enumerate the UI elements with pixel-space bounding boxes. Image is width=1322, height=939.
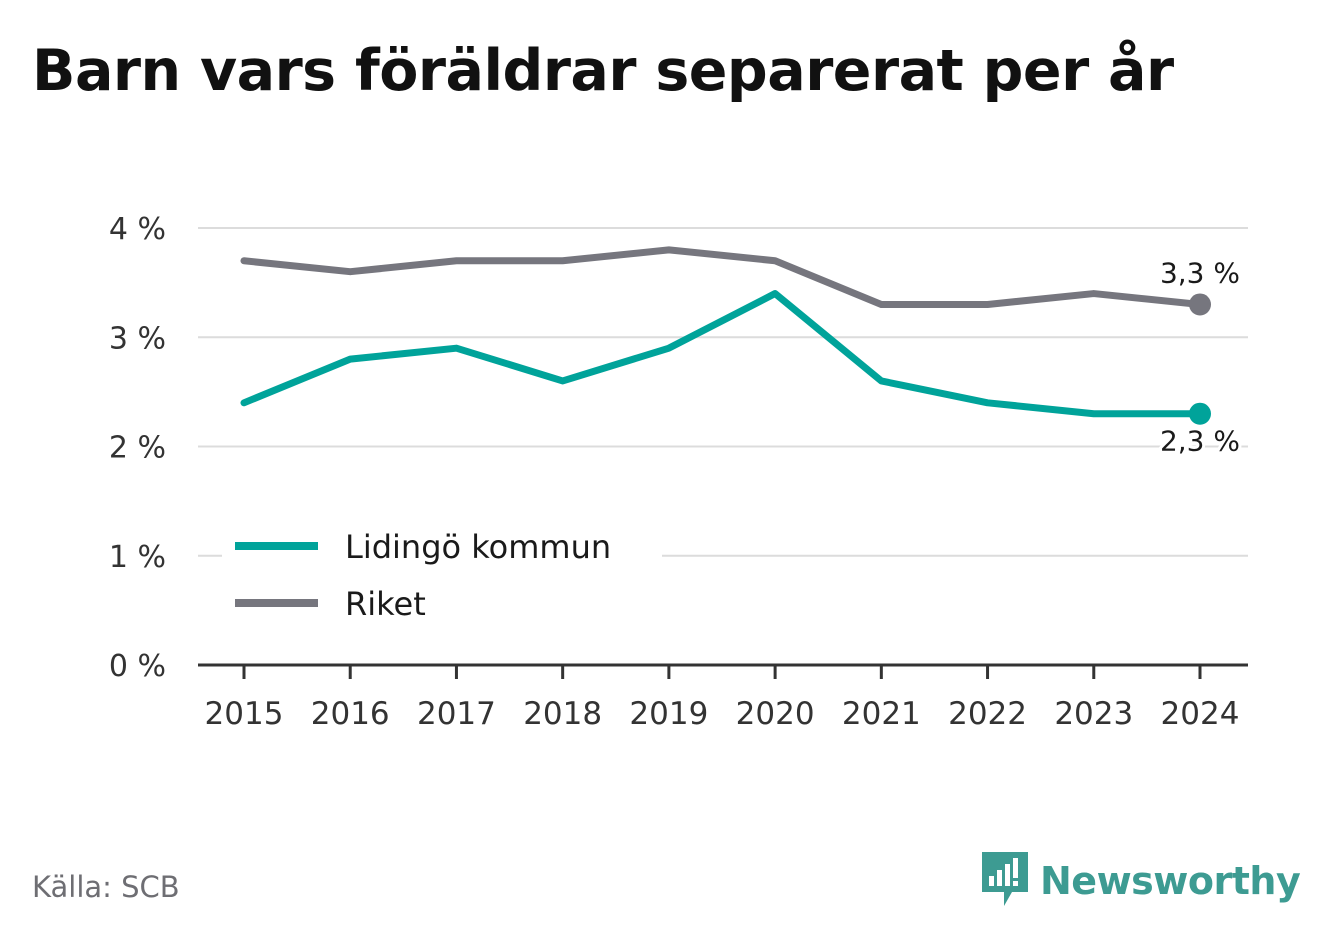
series-line	[240, 246, 1204, 308]
legend-label: Riket	[345, 585, 426, 623]
y-tick-label: 0 %	[109, 649, 166, 684]
y-tick-label: 4 %	[109, 212, 166, 247]
x-tick-label: 2019	[629, 696, 708, 732]
x-tick-label: 2018	[523, 696, 602, 732]
legend: Lidingö kommun Riket	[222, 520, 662, 635]
series-lines: 3,3 % 2,3 %	[240, 246, 1243, 461]
chart-title: Barn vars föräldrar separerat per år	[32, 38, 1174, 104]
y-axis-tick-labels: 0 % 1 % 2 % 3 % 4 %	[109, 212, 166, 684]
end-value-label: 3,3 %	[1160, 256, 1240, 289]
x-tick-label: 2022	[948, 696, 1027, 732]
y-tick-label: 1 %	[109, 540, 166, 575]
legend-label: Lidingö kommun	[345, 528, 611, 566]
y-tick-label: 3 %	[109, 321, 166, 356]
series-line	[240, 290, 1204, 418]
end-value-label: 2,3 %	[1160, 425, 1240, 458]
x-tick-label: 2024	[1161, 696, 1240, 732]
source-note: Källa: SCB	[32, 870, 180, 904]
newsworthy-logo-icon	[980, 850, 1030, 912]
y-tick-label: 2 %	[109, 431, 166, 466]
brand-name: Newsworthy	[1040, 859, 1301, 903]
legend-background	[222, 520, 662, 635]
gridlines	[198, 227, 1248, 557]
x-tick-label: 2023	[1054, 696, 1133, 732]
end-point-marker	[1189, 293, 1211, 316]
end-point-marker	[1189, 402, 1211, 425]
x-tick-label: 2020	[736, 696, 815, 732]
x-tick-label: 2021	[842, 696, 921, 732]
x-tick-label: 2015	[205, 696, 284, 732]
x-tick-label: 2017	[417, 696, 496, 732]
x-tick-label: 2016	[311, 696, 390, 732]
x-axis: 2015 2016 2017 2018 2019 2020 2021 2022 2023 2024	[198, 663, 1248, 732]
newsworthy-logo[interactable]: Newsworthy	[980, 850, 1301, 912]
